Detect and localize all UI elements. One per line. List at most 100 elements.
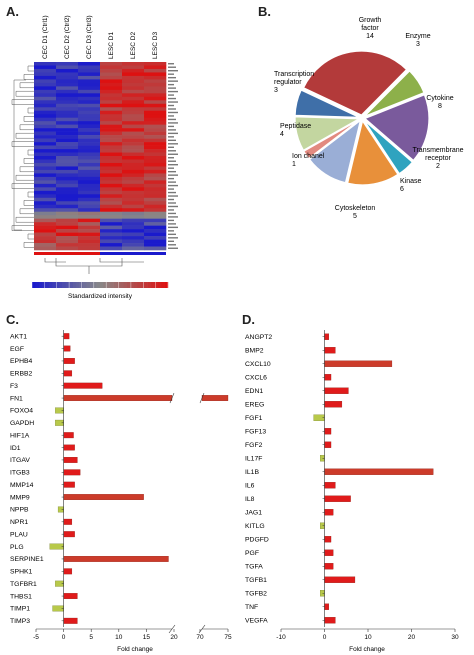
heatmap-cell: [122, 169, 145, 174]
pie-slice-value: 8: [438, 103, 442, 110]
heatmap-column-label: LESC D3: [152, 32, 159, 59]
bar: [63, 494, 144, 500]
heatmap-cell: [34, 100, 57, 105]
bar: [324, 617, 336, 624]
heatmap-cell: [78, 222, 101, 226]
heatmap-cell: [144, 197, 167, 202]
bar: [63, 370, 73, 377]
heatmap-cell: [78, 201, 101, 206]
heatmap-cell: [34, 162, 57, 167]
bar-category-label: GAPDH: [10, 420, 34, 427]
heatmap-cell: [34, 176, 57, 181]
bar-category-label: TGFB2: [245, 591, 267, 598]
colorbar-step: [52, 282, 57, 288]
heatmap-cell: [144, 128, 167, 132]
heatmap-row-label-mark: [168, 66, 176, 68]
heatmap-cell: [56, 239, 79, 244]
heatmap-cell: [144, 204, 167, 209]
heatmap-cell: [78, 68, 101, 73]
pie-slice-label: receptor: [425, 155, 451, 162]
bar-category-label: IL8: [245, 496, 255, 503]
heatmap-cell: [122, 156, 145, 160]
pie-slice-label: Transcription: [274, 71, 314, 78]
bar: [63, 382, 103, 389]
heatmap-cell: [34, 68, 57, 73]
heatmap-row-label-mark: [168, 132, 178, 135]
heatmap-cell: [56, 156, 79, 160]
heatmap-cell: [100, 211, 123, 216]
heatmap-cell: [100, 107, 123, 112]
heatmap-cell: [56, 197, 79, 202]
heatmap-cell: [34, 152, 57, 157]
dendrogram-branch: [11, 99, 34, 105]
heatmap-row-label-mark: [168, 136, 174, 138]
heatmap-cell: [144, 183, 167, 188]
bar-d-xlabel: Fold change: [349, 646, 385, 653]
heatmap-cell: [144, 86, 167, 91]
pie-slice-value: 3: [274, 87, 278, 94]
bar-category-label: NPPB: [10, 507, 29, 514]
heatmap-cell: [56, 225, 79, 230]
heatmap-cell: [144, 222, 167, 226]
heatmap-row-label-mark: [168, 240, 174, 242]
heatmap-cell: [78, 183, 101, 188]
heatmap-cell: [56, 145, 79, 150]
heatmap-cell: [34, 243, 57, 247]
pie-slice: [363, 119, 414, 175]
colorbar-step: [35, 282, 40, 288]
heatmap-cell: [122, 131, 145, 136]
heatmap-cell: [122, 142, 145, 146]
heatmap-cell: [122, 211, 145, 216]
heatmap-row-label-mark: [168, 202, 176, 204]
dendrogram-branch: [15, 132, 34, 139]
heatmap-cell: [34, 218, 57, 223]
dendrogram-branch: [11, 141, 34, 147]
heatmap-cell: [56, 222, 79, 226]
heatmap-cell: [34, 187, 57, 192]
heatmap-cell: [56, 211, 79, 216]
heatmap-cell: [78, 75, 101, 80]
heatmap-cell: [56, 166, 79, 171]
heatmap-cell: [56, 62, 79, 66]
heatmap-cell: [144, 246, 167, 251]
heatmap-row-label-mark: [168, 223, 176, 225]
heatmap-cell: [100, 162, 123, 167]
heatmap-cell: [34, 65, 57, 70]
heatmap-cell: [122, 246, 145, 251]
heatmap-cell: [56, 93, 79, 98]
x-tick-label: 10: [364, 634, 372, 641]
heatmap-row-dendrogram: [11, 65, 144, 274]
colorbar-step: [147, 282, 152, 288]
bar: [324, 347, 336, 354]
heatmap-cell: [100, 124, 123, 129]
colorbar-step: [86, 282, 91, 288]
heatmap-cell: [122, 187, 145, 192]
heatmap-cell: [100, 138, 123, 143]
heatmap-cell: [56, 121, 79, 125]
bar-category-label: FOXO4: [10, 408, 33, 415]
heatmap-cell: [100, 121, 123, 125]
axis-break-mark: [168, 624, 176, 634]
heatmap-cell: [122, 197, 145, 202]
heatmap-cell: [122, 62, 145, 66]
colorbar-step: [157, 282, 162, 288]
heatmap-cell: [122, 121, 145, 125]
heatmap-cell: [100, 89, 123, 94]
heatmap-row-label-mark: [168, 146, 174, 148]
heatmap-cell: [34, 180, 57, 185]
colorbar-step: [161, 282, 165, 288]
bar: [63, 556, 169, 562]
heatmap-cell: [34, 208, 57, 213]
bar-category-label: IL6: [245, 483, 255, 490]
heatmap-row-label-mark: [168, 233, 176, 236]
heatmap-cell: [100, 166, 123, 171]
colorbar-step: [55, 282, 60, 288]
heatmap-cell: [100, 103, 123, 108]
heatmap-group-strip: [34, 252, 56, 255]
colorbar-step: [100, 282, 104, 288]
heatmap-cell: [122, 201, 145, 206]
heatmap-cell: [144, 107, 167, 112]
heatmap-cell: [34, 169, 57, 174]
heatmap-cell: [34, 159, 57, 164]
